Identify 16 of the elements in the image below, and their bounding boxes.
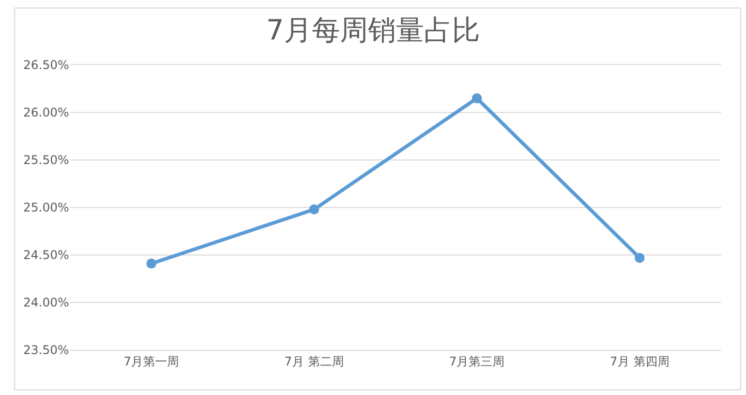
chart-title: 7月每周销量占比 — [266, 13, 480, 46]
point — [472, 93, 482, 104]
point — [309, 204, 320, 214]
y-tick-label: 25.00% — [23, 200, 69, 215]
x-tick-label: 7月第三周 — [449, 354, 505, 368]
point — [634, 252, 645, 263]
y-tick-label: 23.50% — [23, 343, 69, 358]
y-tick-label: 24.50% — [23, 248, 69, 262]
y-tick-label: 26.00% — [23, 106, 69, 120]
point — [146, 258, 156, 269]
y-tick-label: 26.50% — [23, 58, 69, 72]
x-tick-label: 7月第一周 — [124, 354, 180, 368]
x-tick-label: 7月 第四周 — [610, 354, 670, 368]
x-tick-label: 7月 第二周 — [284, 354, 344, 368]
y-tick-label: 25.50% — [23, 153, 69, 168]
y-tick-label: 24.00% — [23, 296, 69, 310]
